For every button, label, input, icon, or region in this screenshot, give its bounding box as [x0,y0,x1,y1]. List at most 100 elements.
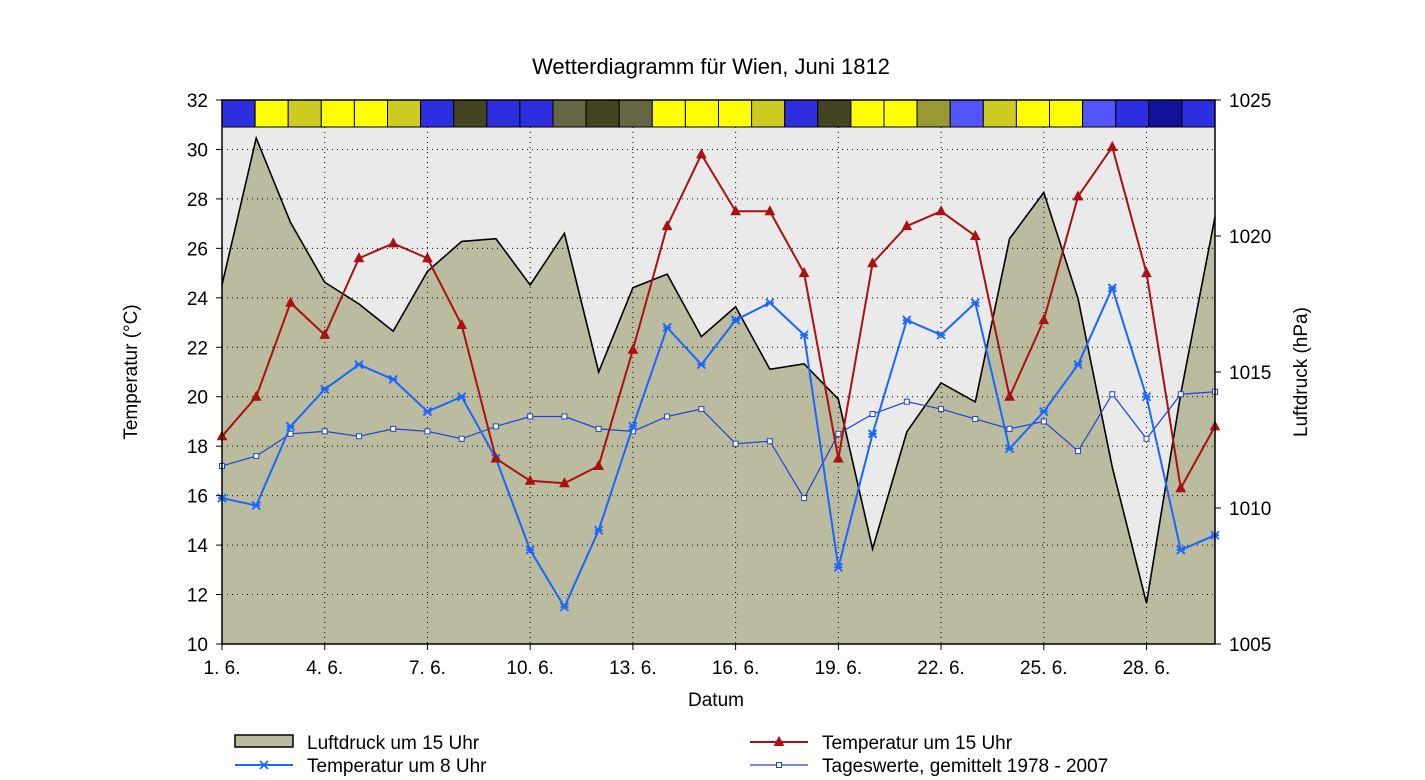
cloud-strip-cell [353,99,388,128]
legend-label: Temperatur um 15 Uhr [822,733,1013,754]
cloud-strip-cell [1015,99,1051,128]
data-point-square [1143,435,1150,442]
data-point-x [970,298,980,308]
data-point-square [355,433,362,440]
data-point-triangle [1004,390,1015,401]
y-left-tick-label: 22 [187,338,208,359]
y-right-tick-label: 1015 [1229,363,1271,384]
x-tick-label: 16. 6. [712,658,760,679]
cloud-strip-cell [1181,99,1216,128]
cloud-strip-cell [651,99,686,128]
data-point-triangle [696,148,707,159]
cloud-strip-cell [883,99,918,128]
y-left-tick-label: 24 [187,289,209,310]
y-left-tick-label: 30 [187,140,208,161]
data-point-x [457,392,467,402]
legend-entry: Temperatur um 15 Uhr [750,733,1013,754]
data-point-square [390,425,397,432]
data-point-x [867,429,878,439]
data-point-triangle [661,220,673,231]
pressure-line [221,135,1216,604]
data-point-square [938,406,945,413]
y-left-tick-label: 32 [187,91,208,112]
data-point-triangle [250,390,262,401]
cloud-strip-cell [287,99,322,128]
cloud-strip-cell [982,99,1017,128]
data-point-triangle [524,474,536,485]
y-axis-left-label: Temperatur (°C) [121,304,142,439]
data-point-square [561,413,568,420]
data-point-square [766,438,773,445]
data-point-triangle [490,452,502,463]
cloud-strip-cell [1148,99,1183,128]
data-point-triangle [935,205,947,216]
y-right-tick-label: 1005 [1229,635,1271,656]
data-point-x [251,500,261,511]
data-point-triangle [353,252,365,263]
cloud-strip-cell [784,99,819,128]
cloud-strip-cell [850,99,885,128]
legend: Luftdruck um 15 Uhr Temperatur um 15 Uhr T… [234,733,1108,777]
y-left-tick-label: 10 [187,635,208,656]
data-point-square [1040,418,1047,425]
data-point-square [801,495,808,502]
data-point-square [527,413,534,420]
series-triangle [216,140,1221,493]
data-point-square [1075,448,1082,455]
data-point-x [1004,444,1015,454]
x-tick-label: 1. 6. [204,658,241,679]
chart-title: Wetterdiagramm für Wien, Juni 1812 [532,54,890,79]
cloud-strip-cell [684,99,720,128]
data-point-x [1141,392,1152,402]
y-left-tick-label: 14 [187,536,209,557]
x-tick-label: 10. 6. [506,658,554,679]
x-tick-label: 13. 6. [609,658,657,679]
data-point-x [388,374,398,385]
data-point-x [833,562,843,572]
data-point-triangle [627,343,639,354]
legend-label: Luftdruck um 15 Uhr [307,733,480,754]
cloud-strip-cell [420,99,455,128]
data-point-x [799,330,809,340]
data-point-x [285,421,296,432]
data-point-triangle [730,205,741,216]
legend-swatch-area [234,734,294,748]
data-point-square [595,425,602,432]
cloud-strip-cell [221,99,256,128]
data-point-x [1107,283,1117,293]
y-left-tick-label: 28 [187,190,208,211]
data-point-triangle [1072,190,1084,201]
data-point-square [869,411,876,418]
data-point-triangle [867,257,878,268]
data-point-triangle [1038,314,1050,325]
data-point-triangle [319,328,331,339]
cloud-strip-cell [387,99,422,128]
cloud-strip-cell [817,99,852,128]
series-x [217,283,1220,612]
data-point-square [492,423,499,430]
data-point-triangle [833,452,844,463]
data-point-x [559,602,570,612]
data-point-x [662,322,672,333]
data-point-square [321,428,328,435]
x-axis-label: Datum [688,690,744,711]
data-point-square [424,428,431,435]
y-right-tick-label: 1010 [1229,499,1271,520]
data-point-x [696,359,707,370]
pressure-area [222,138,1215,644]
data-point-square [776,762,782,768]
y-left-tick-label: 20 [187,388,208,409]
data-point-x [594,525,604,535]
cloud-strip-cell [486,99,521,128]
plot-area: 10 12 14 16 18 20 22 24 26 28 30 32 1005 1010 1015 1020… [187,91,1271,679]
data-point-triangle [593,459,604,470]
series-line [221,391,1216,500]
series-line [221,144,1216,492]
y-left-tick-label: 12 [187,586,208,607]
x-tick-label: 7. 6. [409,658,446,679]
data-point-triangle [1106,140,1118,151]
data-point-square [458,435,465,442]
legend-entry: Temperatur um 8 Uhr [235,756,487,777]
data-point-square [1006,425,1013,432]
data-point-square [664,413,671,420]
